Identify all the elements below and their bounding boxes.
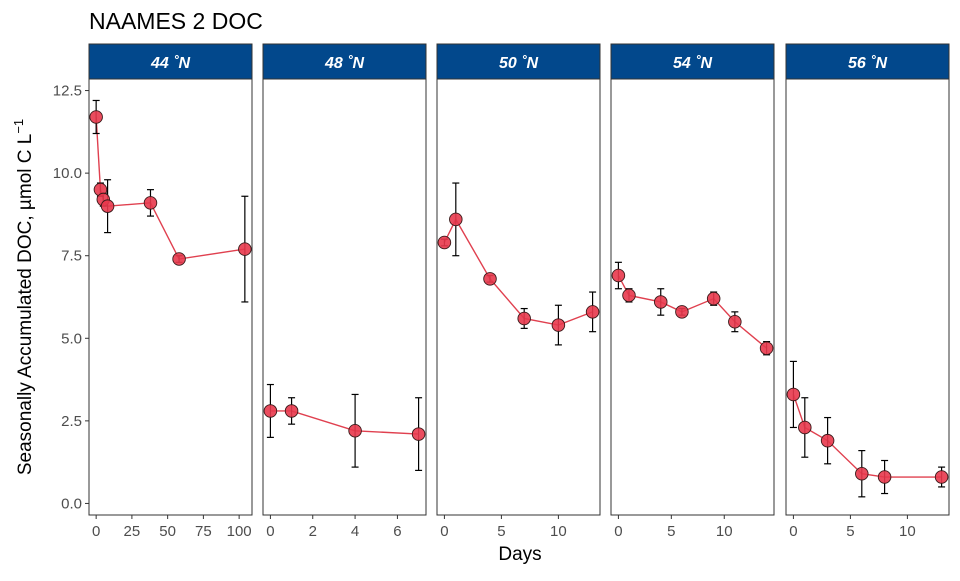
facet-panel: 56 ˚N 0 5 10 xyxy=(785,43,950,540)
x-tick-label: 5 xyxy=(497,523,505,540)
panel-border xyxy=(436,78,601,516)
y-tick-label: 12.5 xyxy=(53,83,82,100)
x-tick-label: 50 xyxy=(159,523,176,540)
facet-strip-label: 56 ˚N xyxy=(848,55,888,72)
data-point xyxy=(653,295,668,309)
x-tick-label: 5 xyxy=(846,523,854,540)
facet-panel: 44 ˚N 0 25 50 75 100 xyxy=(88,43,253,540)
x-tick-label: 0 xyxy=(789,523,797,540)
x-tick-label: 6 xyxy=(393,523,401,540)
y-tick-label: 0.0 xyxy=(61,495,82,512)
data-point xyxy=(143,196,158,210)
x-tick-label: 0 xyxy=(92,523,100,540)
facet-panel: 54 ˚N 0 5 10 xyxy=(610,43,775,540)
data-point xyxy=(437,235,452,250)
data-point xyxy=(551,318,566,332)
facet-strip xyxy=(785,43,950,80)
x-tick-label: 10 xyxy=(550,523,567,540)
data-point xyxy=(483,272,497,286)
data-point xyxy=(622,288,636,303)
data-point xyxy=(238,242,252,256)
y-axis-label-text: Seasonally Accumulated DOC, µmol C L−1 xyxy=(11,119,36,475)
panel-border xyxy=(610,78,775,516)
data-point xyxy=(675,305,689,319)
y-tick-label: 2.5 xyxy=(61,413,82,430)
x-tick-label: 0 xyxy=(440,523,448,540)
data-point xyxy=(934,470,949,484)
x-tick-label: 100 xyxy=(227,523,252,540)
data-point xyxy=(284,404,299,418)
x-tick-label: 2 xyxy=(309,523,317,540)
series-line xyxy=(95,116,245,260)
facet-strip-label: 48 ˚N xyxy=(324,55,365,72)
y-axis-label: Seasonally Accumulated DOC, µmol C L−1 xyxy=(11,119,36,475)
facet-strip-label: 50 ˚N xyxy=(499,55,539,72)
facet-strip-label: 54 ˚N xyxy=(673,55,713,72)
x-tick-label: 25 xyxy=(124,523,141,540)
y-axis-label-main: Seasonally Accumulated DOC, µmol C L xyxy=(15,134,36,475)
y-axis-label-exponent: −1 xyxy=(11,119,26,134)
data-point xyxy=(100,199,115,213)
x-tick-label: 75 xyxy=(195,523,212,540)
data-point xyxy=(611,268,626,283)
data-point xyxy=(517,311,531,326)
data-point xyxy=(585,305,600,319)
facet-strip xyxy=(262,43,427,80)
facet-strip xyxy=(610,43,775,80)
data-point xyxy=(877,470,892,484)
series-line xyxy=(792,394,942,478)
x-tick-label: 0 xyxy=(614,523,622,540)
x-tick-label: 10 xyxy=(899,523,916,540)
x-tick-label: 4 xyxy=(351,523,359,540)
chart-title: NAAMES 2 DOC xyxy=(89,8,263,34)
data-point xyxy=(855,466,869,481)
data-point xyxy=(449,212,463,227)
facet-panel: 50 ˚N 0 5 10 xyxy=(436,43,601,540)
data-point xyxy=(411,427,426,441)
panel-border xyxy=(88,78,253,516)
series-line xyxy=(443,217,593,326)
y-tick-label: 10.0 xyxy=(53,165,82,182)
data-point xyxy=(348,424,362,438)
facet-panel: 48 ˚N 0 2 4 6 xyxy=(262,43,427,540)
data-point xyxy=(89,110,103,124)
data-point xyxy=(706,291,721,306)
series-line xyxy=(617,275,768,349)
facet-strip xyxy=(436,43,601,80)
data-point xyxy=(798,420,812,435)
data-point xyxy=(263,404,278,418)
data-point xyxy=(728,315,742,329)
y-axis: 0.0 2.5 5.0 7.5 10.0 12.5 xyxy=(53,83,89,512)
y-tick-label: 5.0 xyxy=(61,330,82,347)
x-tick-label: 10 xyxy=(716,523,733,540)
x-tick-label: 5 xyxy=(667,523,675,540)
x-axis-label: Days xyxy=(498,544,541,565)
data-point xyxy=(786,387,801,402)
panel-border xyxy=(785,78,950,516)
y-tick-label: 7.5 xyxy=(61,248,82,265)
data-point xyxy=(172,252,186,266)
x-tick-label: 0 xyxy=(266,523,274,540)
data-point xyxy=(820,433,835,448)
facet-strip-label: 44 ˚N xyxy=(150,55,191,72)
data-point xyxy=(759,341,774,355)
series-line xyxy=(270,410,419,435)
panel-border xyxy=(262,78,427,516)
